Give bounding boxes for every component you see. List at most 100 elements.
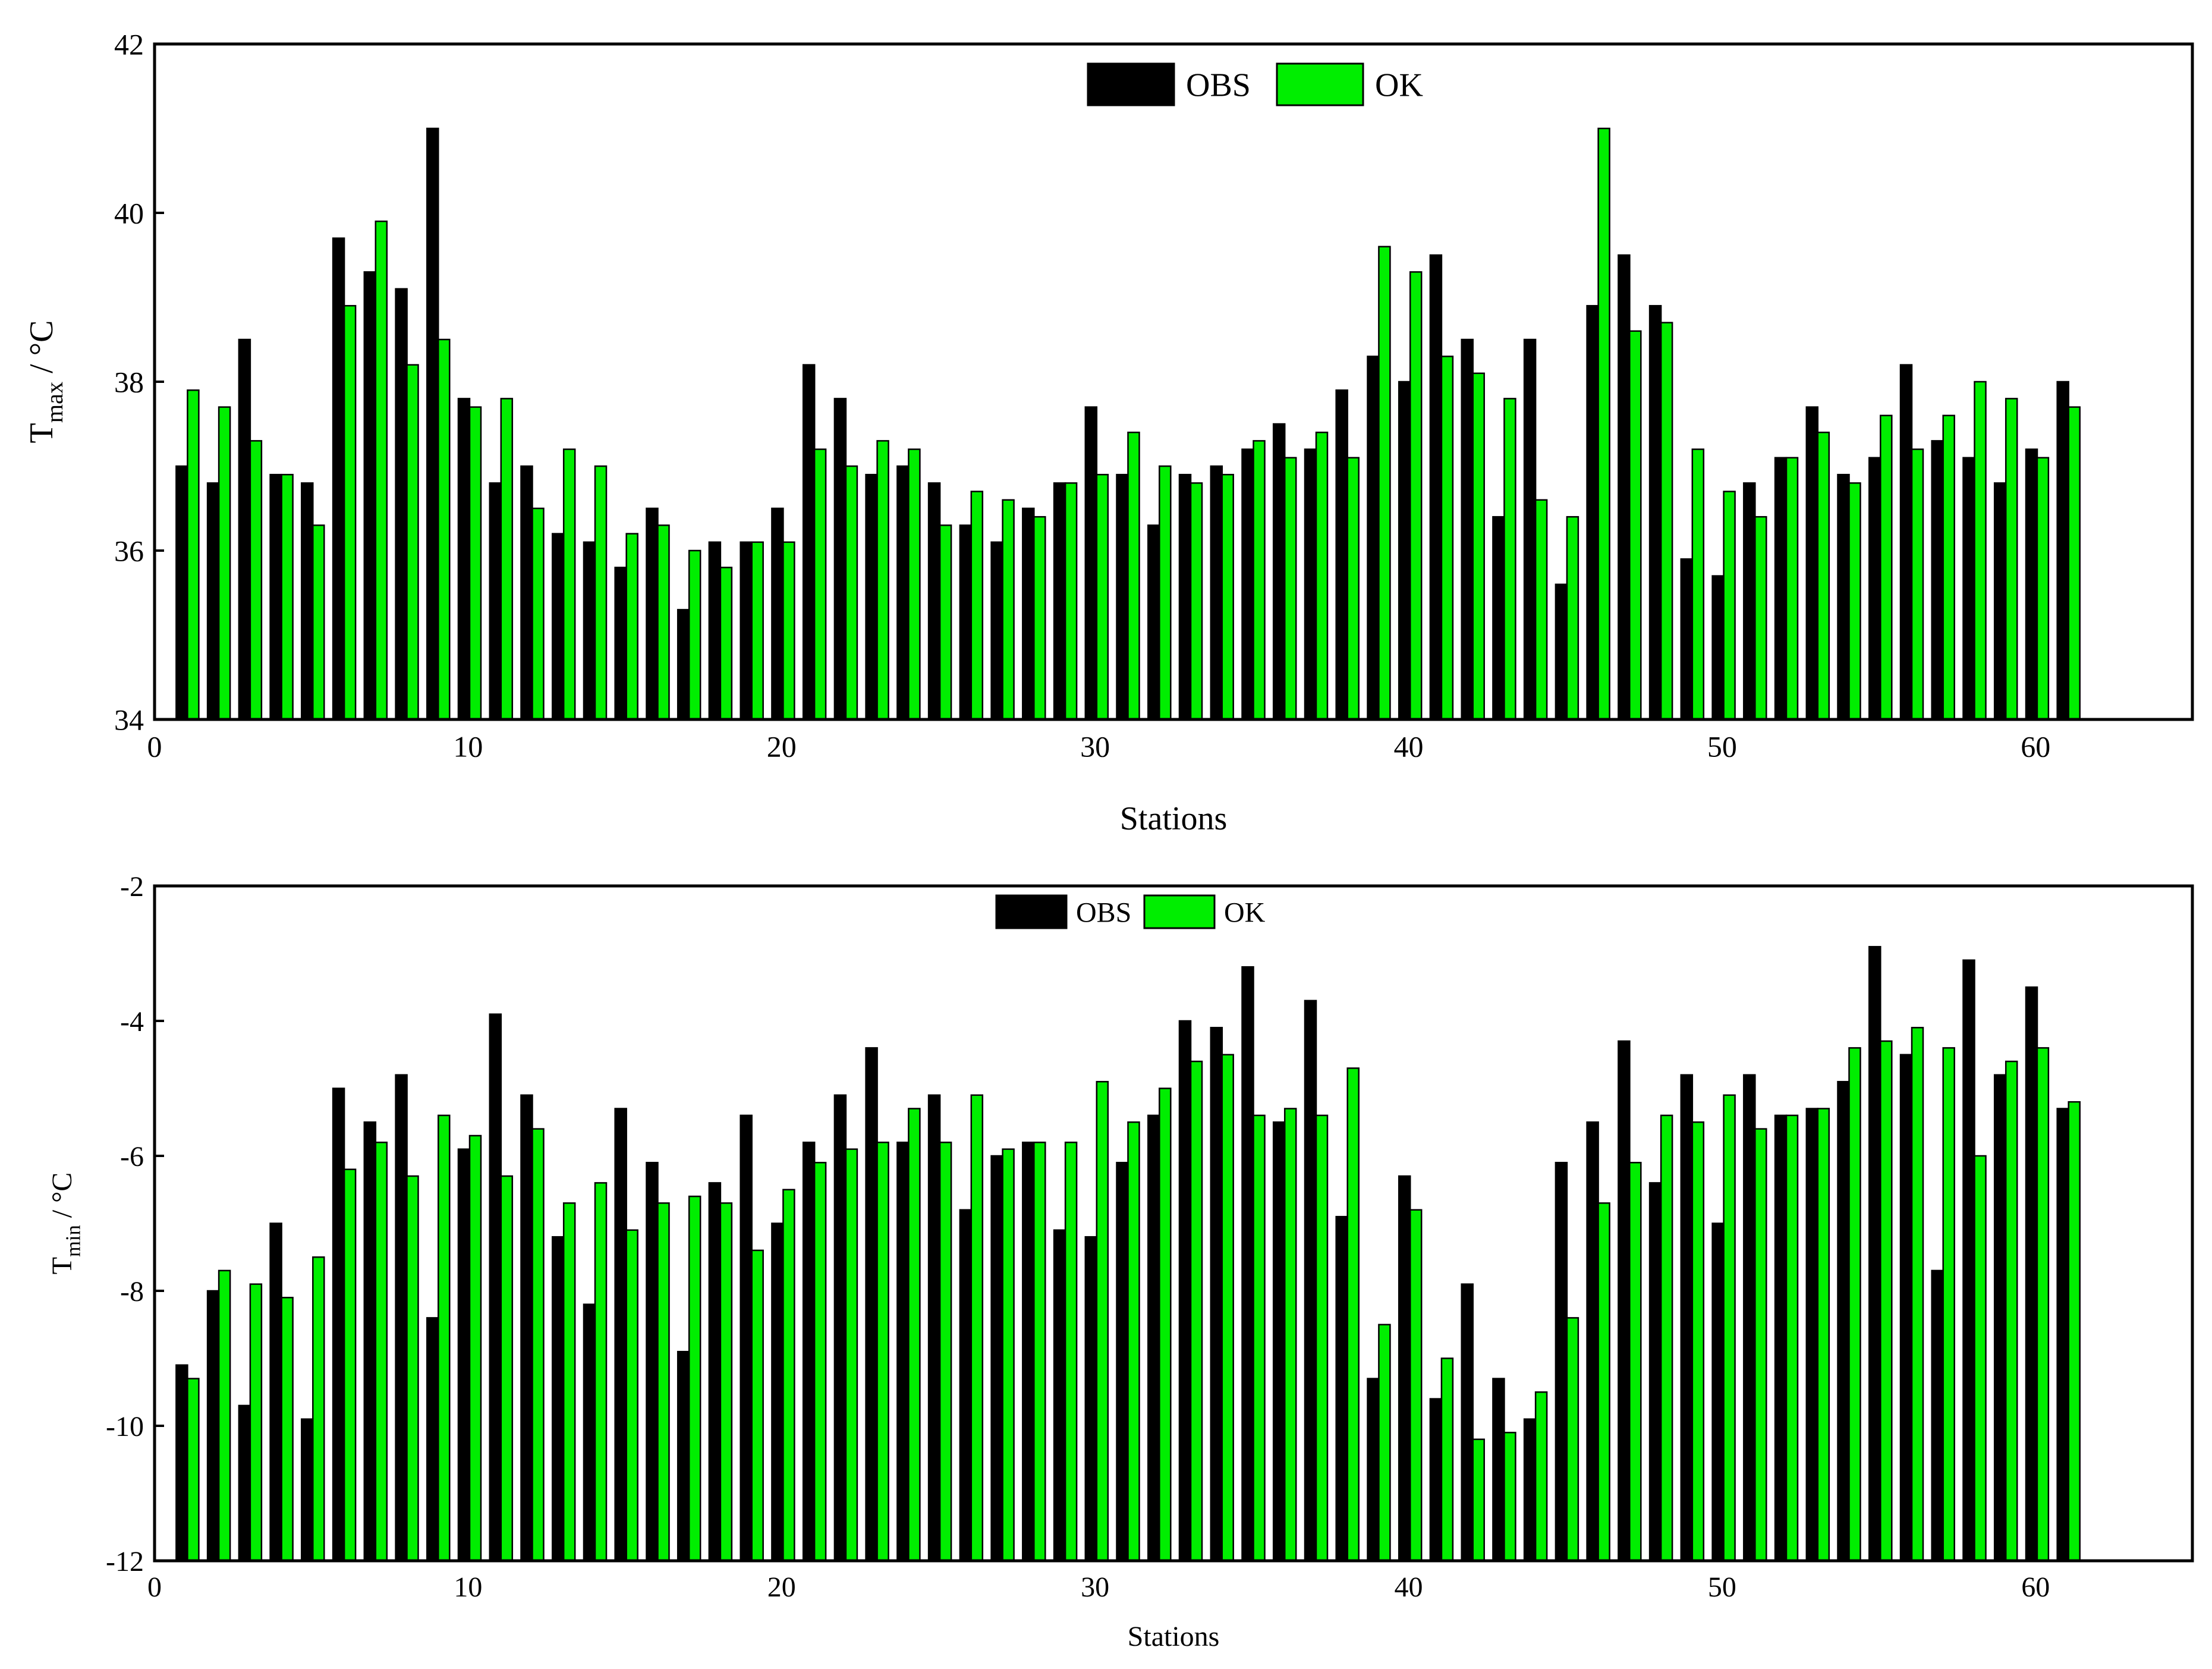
ok-bar-59	[2005, 398, 2018, 721]
y-label-subscript: min	[62, 1225, 84, 1257]
x-tick-label: 40	[1395, 1571, 1423, 1603]
y-tick-label: -6	[120, 1141, 144, 1173]
ok-bar-28	[1033, 516, 1046, 721]
ok-bar-50	[1723, 491, 1736, 721]
ok-bar-12	[531, 1128, 545, 1562]
bars	[175, 945, 2081, 1562]
obs-bar-15	[614, 567, 627, 721]
ok-bar-26	[970, 491, 984, 721]
ok-bar-21	[813, 448, 827, 721]
ok-bar-39	[1378, 1324, 1391, 1562]
obs-bar-3	[238, 1404, 251, 1562]
obs-bar-26	[959, 1209, 973, 1562]
obs-bar-41	[1429, 1398, 1443, 1562]
ok-bar-20	[782, 1189, 795, 1562]
legend-ok-label: OK	[1375, 67, 1423, 104]
obs-bar-58	[1962, 959, 1975, 1562]
ok-bar-30	[1096, 473, 1109, 721]
legend-ok-swatch	[1276, 62, 1364, 106]
legend-obs-swatch	[1087, 62, 1175, 106]
ok-bar-22	[845, 1148, 858, 1562]
obs-bar-33	[1178, 473, 1192, 721]
obs-bar-20	[771, 507, 784, 721]
x-tick-label: 60	[2021, 730, 2050, 763]
ok-bar-41	[1440, 356, 1454, 721]
obs-bar-28	[1022, 1142, 1035, 1562]
ok-bar-48	[1660, 322, 1673, 721]
obs-bar-12	[520, 1094, 533, 1562]
obs-bar-5	[301, 1418, 314, 1562]
ok-bar-9	[438, 1114, 451, 1562]
ok-bar-56	[1911, 448, 1924, 721]
obs-bar-56	[1899, 1054, 1913, 1562]
obs-bar-48	[1648, 1182, 1662, 1562]
obs-bar-2	[206, 1290, 220, 1562]
obs-bar-50	[1711, 1222, 1725, 1562]
obs-bar-6	[332, 1087, 345, 1562]
x-tick-label: 30	[1080, 730, 1110, 763]
obs-bar-26	[959, 524, 973, 721]
obs-bar-61	[2056, 381, 2069, 721]
obs-bar-41	[1429, 254, 1443, 721]
ok-bar-44	[1534, 499, 1548, 721]
ok-bar-33	[1190, 482, 1203, 721]
ok-bar-25	[939, 1142, 952, 1562]
ok-bar-43	[1503, 398, 1516, 721]
ok-bar-18	[719, 567, 733, 721]
ok-bar-16	[657, 524, 670, 721]
ok-bar-57	[1942, 414, 1955, 721]
ok-bar-60	[2036, 457, 2050, 721]
y-label-main: T	[23, 423, 60, 443]
ok-bar-12	[531, 507, 545, 721]
x-axis-label: Stations	[1120, 800, 1227, 837]
obs-bar-55	[1868, 945, 1881, 1562]
obs-bar-59	[1993, 482, 2007, 721]
obs-bar-22	[833, 398, 847, 721]
obs-bar-3	[238, 338, 251, 721]
ok-bar-29	[1064, 1142, 1078, 1562]
obs-bar-18	[708, 541, 722, 721]
obs-bar-18	[708, 1182, 722, 1562]
ok-bar-27	[1002, 499, 1015, 721]
obs-bar-51	[1743, 1074, 1756, 1562]
legend-ok-swatch	[1143, 894, 1216, 929]
ok-bar-7	[375, 1142, 388, 1562]
ok-bar-42	[1472, 372, 1485, 721]
x-tick-label: 60	[2021, 1571, 2050, 1603]
obs-bar-45	[1555, 1162, 1568, 1562]
ok-bar-4	[281, 1297, 294, 1562]
x-tick-label: 10	[453, 730, 483, 763]
x-tick-label: 20	[767, 730, 797, 763]
x-tick-label: 50	[1707, 730, 1737, 763]
y-tick-label: -10	[106, 1411, 144, 1442]
ok-bar-24	[908, 448, 921, 721]
obs-bar-25	[927, 482, 941, 721]
obs-bar-17	[676, 609, 690, 721]
ok-bar-28	[1033, 1142, 1046, 1562]
tmax-chart-panel: 34 36 38 40 42 0 10 20 30 40 50 60 Stations Tmax / °C…	[23, 28, 2194, 837]
ok-bar-8	[406, 364, 419, 721]
y-axis-label: Tmax / °C	[23, 320, 68, 444]
obs-bar-60	[2025, 986, 2038, 1562]
obs-bar-22	[833, 1094, 847, 1562]
legend: OBS OK	[1087, 62, 1423, 106]
ok-bar-17	[688, 549, 701, 721]
obs-bar-54	[1837, 1080, 1850, 1562]
legend: OBS OK	[995, 894, 1266, 929]
obs-bar-50	[1711, 575, 1725, 721]
y-tick-label: 36	[114, 535, 144, 568]
obs-bar-11	[489, 482, 502, 721]
ok-bar-60	[2036, 1047, 2050, 1562]
ok-bar-19	[751, 1249, 764, 1562]
legend-obs-label: OBS	[1076, 897, 1131, 928]
y-tick-label: 34	[114, 703, 144, 737]
obs-bar-13	[552, 533, 565, 721]
ok-bar-1	[187, 1378, 200, 1562]
ok-bar-3	[249, 440, 263, 721]
obs-bar-49	[1680, 1074, 1694, 1562]
obs-bar-46	[1586, 304, 1599, 721]
ok-bar-3	[249, 1283, 263, 1562]
ok-bar-1	[187, 389, 200, 721]
ok-bar-52	[1785, 1114, 1799, 1562]
